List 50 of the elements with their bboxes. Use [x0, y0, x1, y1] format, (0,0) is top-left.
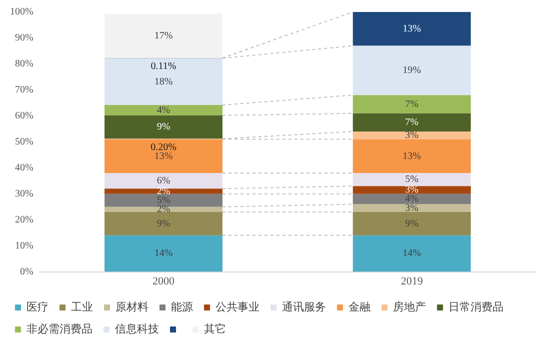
data-label: 0.20%	[150, 142, 176, 153]
x-tick-label: 2019	[400, 275, 424, 288]
data-label: 4%	[156, 104, 170, 116]
y-tick-label: 10%	[14, 240, 34, 252]
data-label: 13%	[402, 150, 422, 162]
data-label: 7%	[405, 98, 419, 110]
data-label: 3%	[405, 202, 419, 214]
y-tick-label: 40%	[14, 162, 34, 174]
data-label: 14%	[402, 248, 422, 260]
data-label: 17%	[154, 30, 173, 42]
y-tick-label: 50%	[14, 136, 34, 148]
legend-label: 房地产	[393, 300, 426, 314]
legend-label: 其它	[204, 322, 226, 336]
data-label: 4%	[405, 194, 419, 205]
data-label: 7%	[405, 117, 419, 128]
y-tick-label: 30%	[14, 188, 34, 200]
data-label: 9%	[156, 122, 170, 133]
x-tick-label: 2000	[152, 275, 175, 288]
y-tick-label: 0%	[20, 266, 34, 278]
legend-label: 信息科技	[115, 322, 159, 336]
y-tick-label: 100%	[10, 6, 34, 18]
y-tick-label: 80%	[14, 58, 34, 70]
data-label: 13%	[402, 24, 422, 35]
data-label: 18%	[154, 76, 173, 88]
y-tick-label: 70%	[14, 84, 34, 96]
data-label: 9%	[156, 218, 170, 230]
data-label: 13%	[154, 150, 173, 162]
legend-label: 能源	[171, 300, 193, 314]
data-label: 3%	[405, 184, 419, 196]
data-label: 19%	[402, 65, 422, 76]
data-label: 2%	[156, 186, 170, 197]
data-label: 0.11%	[150, 60, 176, 72]
data-label: 3%	[405, 130, 419, 142]
y-tick-label: 60%	[14, 110, 34, 122]
legend-label: 日常消费品	[448, 300, 504, 314]
legend-label: 工业	[71, 300, 93, 314]
legend-label: 非必需消费品	[26, 322, 92, 336]
data-label: 5%	[405, 174, 419, 186]
data-label: 5%	[156, 194, 170, 206]
data-label: 6%	[156, 175, 170, 186]
data-label: 9%	[405, 218, 419, 230]
legend-label: 公共事业	[216, 300, 260, 314]
legend-label: 医疗	[26, 300, 48, 314]
legend-label: 金融	[348, 301, 370, 314]
y-tick-label: 20%	[14, 214, 34, 226]
y-tick-label: 90%	[14, 32, 34, 44]
legend-label: 原材料	[116, 300, 148, 314]
legend-label: 通讯服务	[282, 300, 326, 314]
data-label: 14%	[154, 248, 173, 260]
data-label: 2%	[156, 204, 170, 216]
